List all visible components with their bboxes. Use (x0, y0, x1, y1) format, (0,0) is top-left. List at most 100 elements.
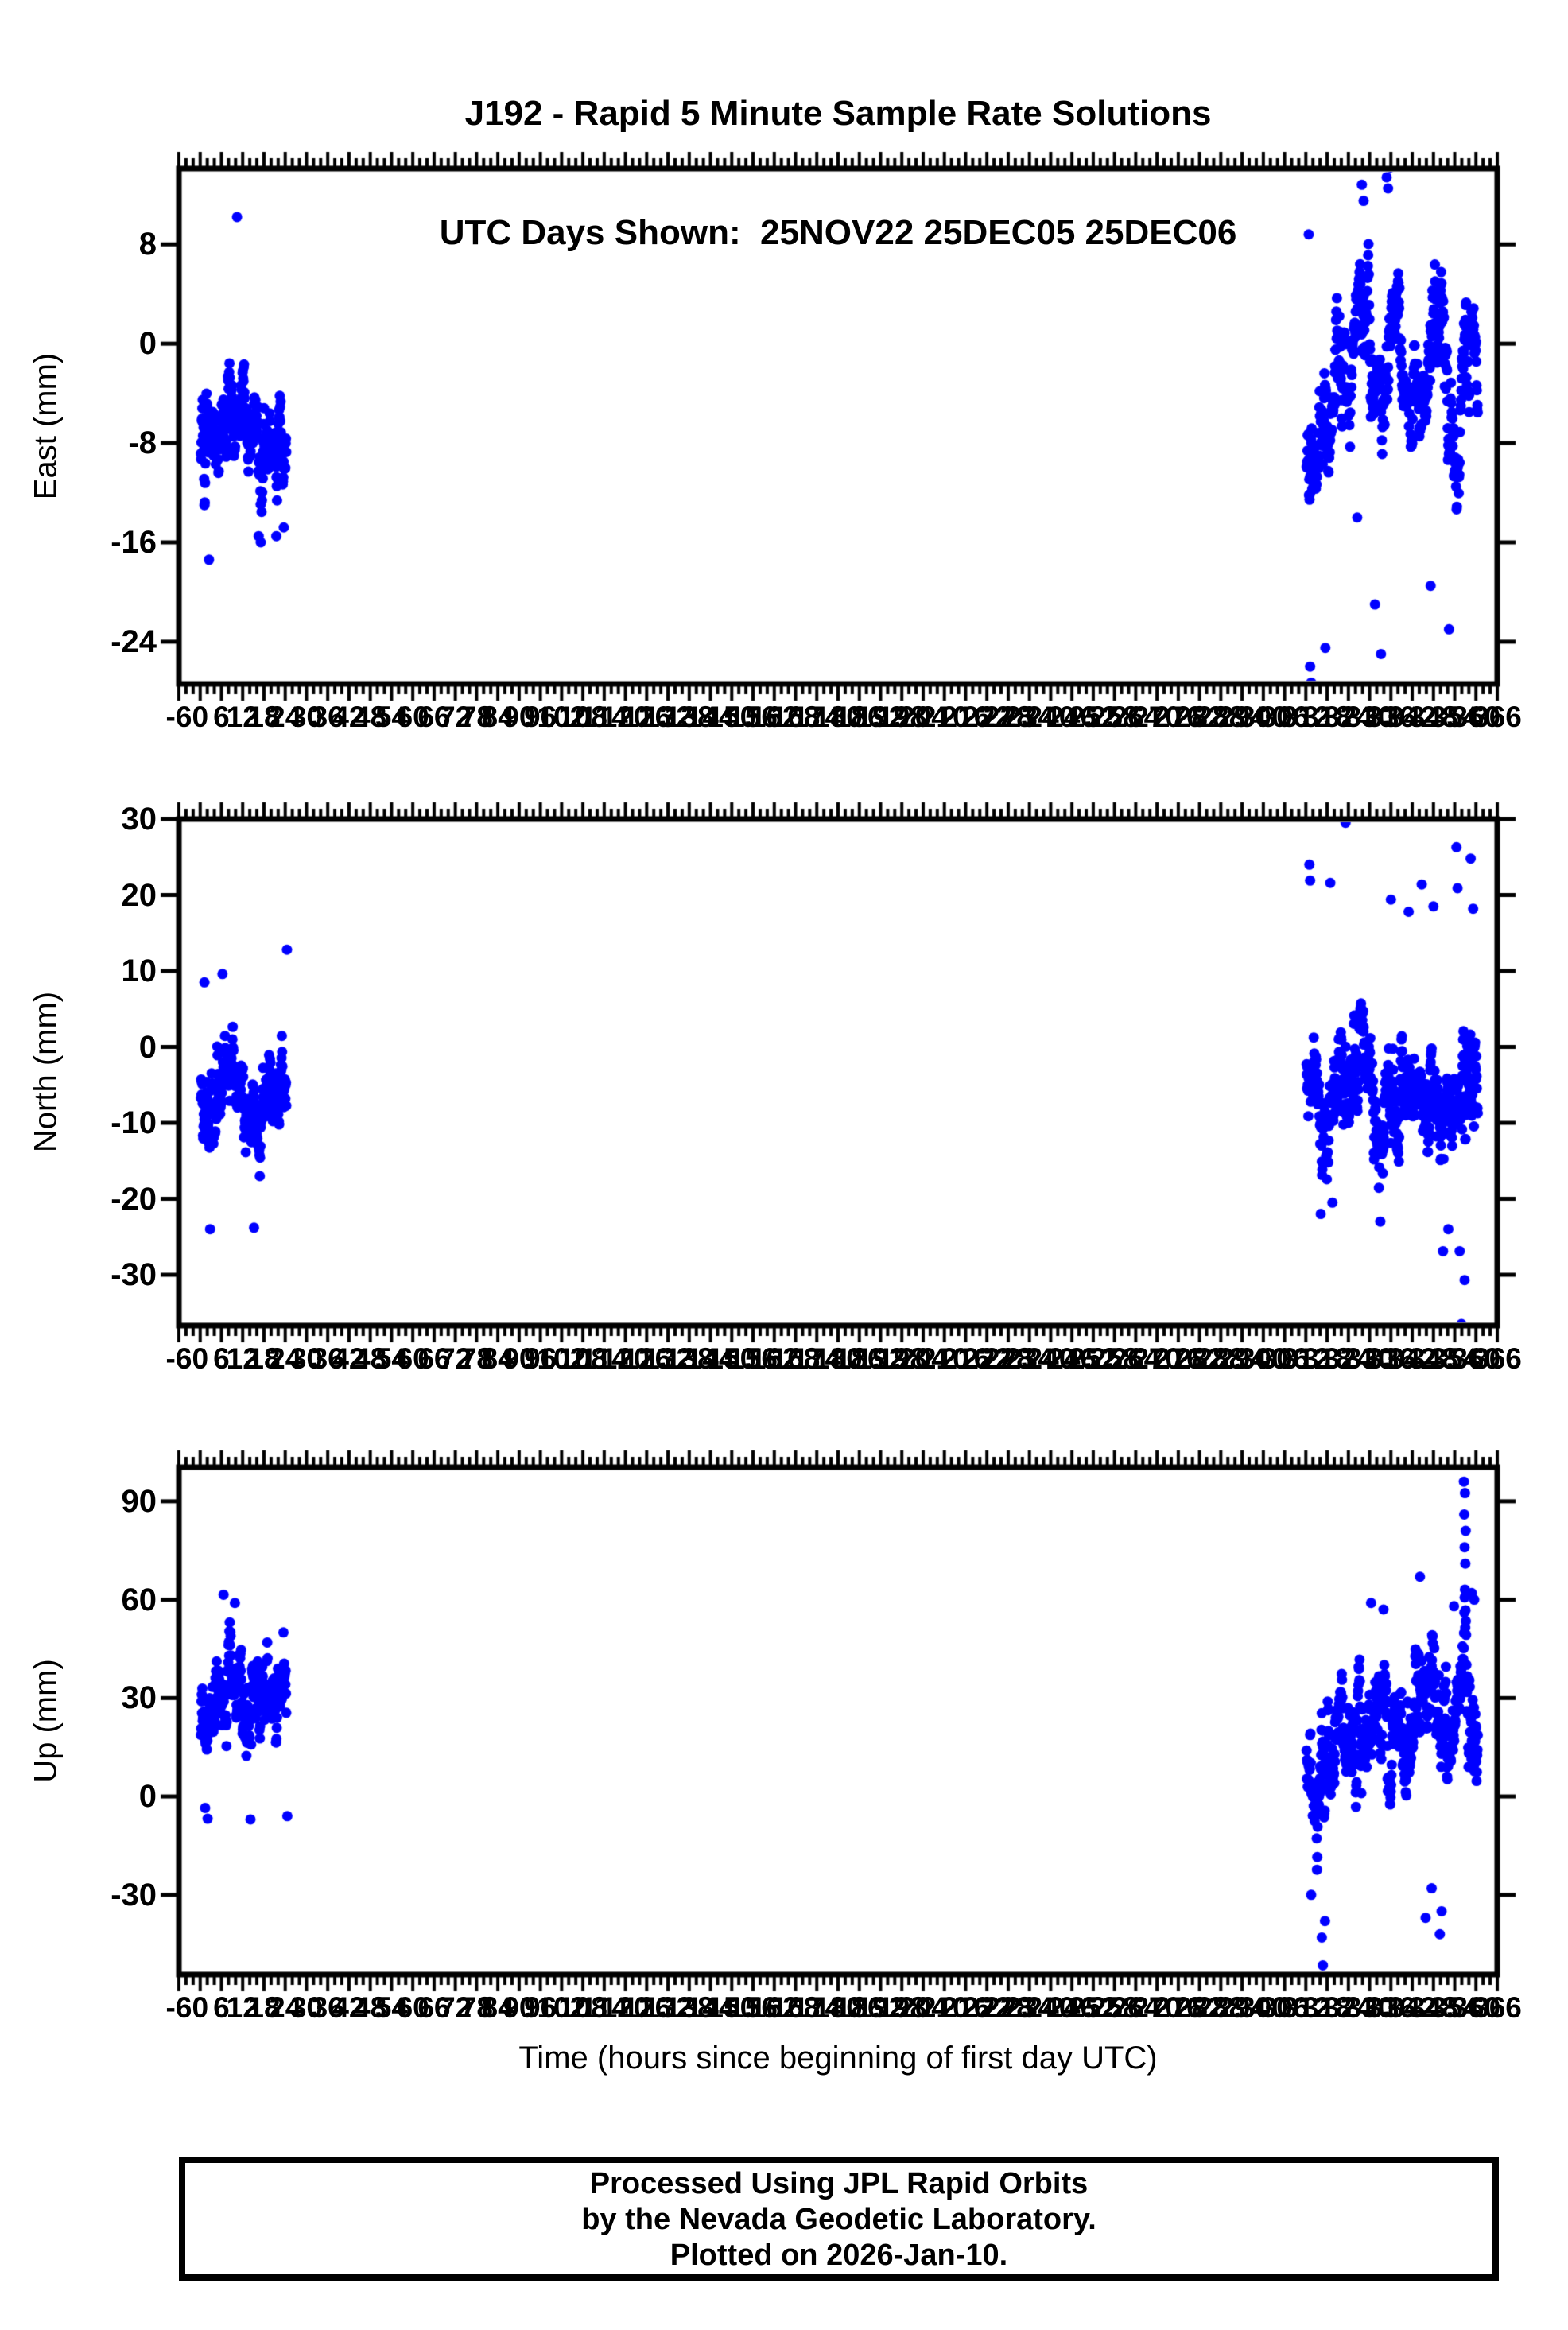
x-tick-label: 162 (749, 1991, 799, 2024)
x-tick-label: 342 (1388, 1991, 1437, 2024)
x-tick-label: 336 (1366, 701, 1416, 733)
x-tick-label: 354 (1430, 701, 1480, 733)
x-tick-label: 270 (1132, 701, 1182, 733)
x-tick-label: 126 (622, 1991, 672, 2024)
y-tick-label: 30 (121, 802, 157, 837)
x-tick-label: 204 (898, 1991, 948, 2024)
x-tick-label: 318 (1302, 1991, 1352, 2024)
x-tick-label: 330 (1345, 1991, 1395, 2024)
x-tick-label: 186 (834, 701, 884, 733)
x-tick-label: 264 (1111, 1991, 1161, 2024)
x-tick-label: 66 (417, 1342, 451, 1375)
x-tick-label: 12 (226, 1991, 259, 2024)
x-tick-label: 132 (643, 1342, 693, 1375)
x-tick-label: 42 (332, 701, 366, 733)
x-tick-label: 54 (375, 701, 408, 733)
x-tick-label: 84 (481, 1991, 514, 2024)
x-tick-label: 234 (1004, 701, 1054, 733)
x-tick-label: 264 (1111, 701, 1161, 733)
x-tick-label: 228 (984, 1991, 1033, 2024)
x-tick-label: 42 (332, 1342, 366, 1375)
y-tick-label: 0 (138, 326, 157, 362)
x-tick-label: 90 (503, 701, 536, 733)
x-tick-label: 18 (247, 1991, 281, 2024)
x-tick-label: 108 (558, 1991, 607, 2024)
x-tick-label: 246 (1047, 1342, 1097, 1375)
y-tick-label: 30 (121, 1680, 157, 1716)
x-tick-label: 300 (1238, 1342, 1288, 1375)
y-tick-label: -24 (111, 623, 157, 659)
x-tick-label: 306 (1259, 1342, 1310, 1375)
x-tick-label: 168 (770, 1991, 821, 2024)
x-tick-label: 324 (1323, 1342, 1373, 1375)
x-tick-label: 228 (984, 701, 1033, 733)
x-tick-label: 228 (984, 1342, 1033, 1375)
x-tick-label: 198 (877, 1342, 927, 1375)
x-tick-label: 318 (1302, 1342, 1352, 1375)
x-tick-label: 180 (813, 1342, 863, 1375)
x-tick-label: 174 (792, 1991, 842, 2024)
x-tick-label: 126 (622, 1342, 672, 1375)
x-tick-label: 30 (289, 1342, 324, 1375)
y-tick-label: 20 (121, 877, 157, 913)
x-tick-label: 192 (856, 701, 906, 733)
x-tick-label: 240 (1026, 1342, 1076, 1375)
x-tick-label: 276 (1153, 701, 1203, 733)
x-tick-label: 150 (707, 1342, 757, 1375)
x-tick-label: 246 (1047, 1991, 1097, 2024)
x-tick-label: 0 (192, 1342, 209, 1375)
x-tick-label: 222 (962, 1991, 1012, 2024)
x-tick-label: 168 (770, 1342, 821, 1375)
y-tick-label: -30 (111, 1257, 157, 1292)
x-tick-label: 138 (664, 701, 714, 733)
x-tick-label: 102 (537, 701, 587, 733)
x-tick-label: 114 (580, 1991, 628, 2024)
x-tick-label: 348 (1408, 1991, 1458, 2024)
x-tick-label: 138 (664, 1991, 714, 2024)
x-tick-label: 0 (192, 701, 209, 733)
x-tick-label: 258 (1089, 1342, 1139, 1375)
x-tick-label: -6 (165, 701, 192, 733)
x-tick-label: 330 (1345, 701, 1395, 733)
x-tick-label: 156 (728, 1991, 778, 2024)
up-axis-title: Up (mm) (28, 1659, 64, 1783)
x-tick-label: 84 (481, 1342, 514, 1375)
x-tick-label: 282 (1174, 1991, 1225, 2024)
x-tick-label: 162 (749, 701, 799, 733)
x-tick-label: 300 (1238, 1991, 1288, 2024)
x-tick-label: 270 (1132, 1991, 1182, 2024)
x-tick-label: 60 (396, 1342, 429, 1375)
x-tick-label: 6 (213, 1991, 230, 2024)
x-tick-label: 108 (558, 1342, 607, 1375)
x-tick-label: 156 (728, 701, 778, 733)
x-tick-label: 168 (770, 701, 821, 733)
x-tick-label: 342 (1388, 701, 1437, 733)
x-tick-label: 264 (1111, 1342, 1161, 1375)
x-tick-label: 78 (460, 701, 493, 733)
footer-line3: Plotted on 2026-Jan-10. (670, 2239, 1008, 2272)
x-tick-label: 192 (856, 1991, 906, 2024)
x-tick-label: 90 (503, 1991, 536, 2024)
x-tick-label: 276 (1153, 1342, 1203, 1375)
x-tick-label: 186 (834, 1342, 884, 1375)
x-tick-label: 318 (1302, 701, 1352, 733)
x-tick-label: 336 (1366, 1991, 1416, 2024)
figure-title-line2: UTC Days Shown: 25NOV22 25DEC05 25DEC06 (439, 213, 1237, 252)
x-tick-label: 54 (375, 1342, 408, 1375)
x-tick-label: 204 (898, 1342, 948, 1375)
y-tick-label: -16 (111, 524, 157, 560)
y-tick-label: -20 (111, 1181, 157, 1217)
x-tick-label: 354 (1430, 1991, 1480, 2024)
x-tick-label: 330 (1345, 1342, 1395, 1375)
x-tick-label: 222 (962, 1342, 1012, 1375)
x-tick-label: 24 (269, 1991, 302, 2024)
y-tick-label: -30 (111, 1877, 157, 1913)
x-tick-label: -6 (165, 1991, 192, 2024)
x-tick-label: 174 (792, 1342, 842, 1375)
x-tick-label: 96 (524, 1342, 557, 1375)
y-tick-label: -8 (128, 425, 157, 461)
footer-line2: by the Nevada Geodetic Laboratory. (581, 2203, 1096, 2236)
x-tick-label: 366 (1473, 1342, 1522, 1375)
y-tick-label: 90 (121, 1483, 157, 1519)
x-tick-label: 306 (1259, 701, 1310, 733)
